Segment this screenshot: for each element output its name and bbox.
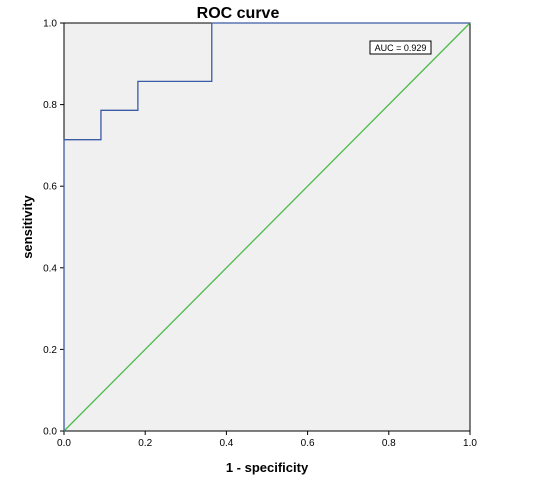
series-layer: [63, 22, 471, 432]
reference-diagonal-line: [63, 22, 471, 432]
y-tick-label: 0.2: [43, 345, 57, 356]
x-tick-label: 0.4: [219, 438, 233, 449]
auc-annotation: AUC = 0.929: [375, 43, 427, 53]
y-tick-label: 0.6: [43, 182, 57, 193]
x-tick-label: 0.6: [301, 438, 315, 449]
y-tick-label: 0.0: [43, 427, 57, 438]
x-tick-label: 0.8: [382, 438, 396, 449]
tick-labels: 0.0 0.2 0.4 0.6 0.8 1.0 0.0 0.2 0.4 0.6 0.8 1.0: [43, 19, 477, 450]
x-tick-label: 0.0: [57, 438, 71, 449]
x-axis-label: 1 - specificity: [226, 460, 309, 475]
y-axis-label: sensitivity: [20, 194, 35, 258]
y-tick-label: 0.8: [43, 100, 57, 111]
auc-annotation-box: [369, 40, 432, 55]
axis-ticks: [60, 22, 471, 435]
y-tick-label: 0.4: [43, 263, 57, 274]
x-tick-label: 0.2: [138, 438, 152, 449]
roc-curve-line: [63, 22, 470, 431]
x-tick-label: 1.0: [463, 438, 477, 449]
chart-title: ROC curve: [197, 5, 280, 22]
y-tick-label: 1.0: [43, 19, 57, 30]
